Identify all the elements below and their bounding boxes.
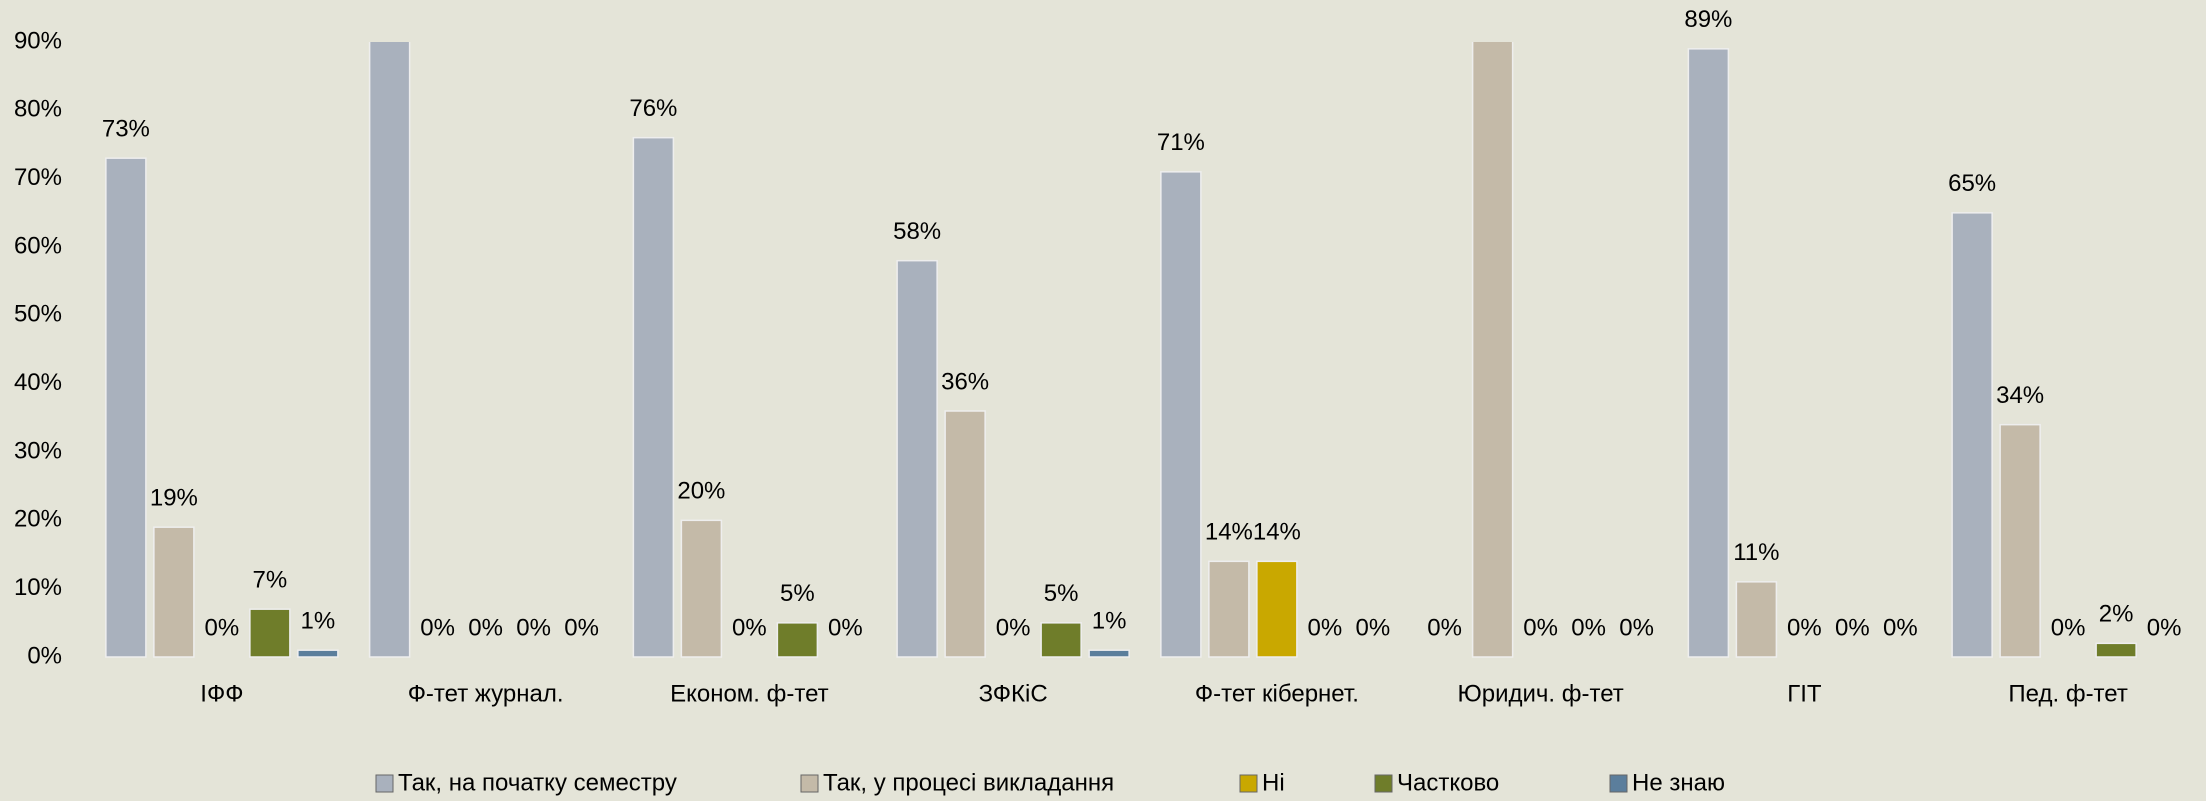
y-tick-label: 60% — [14, 232, 62, 259]
bar — [896, 259, 938, 658]
legend-swatch — [800, 774, 819, 793]
data-label: 0% — [1883, 614, 1918, 641]
bar — [2095, 642, 2137, 658]
data-label: 0% — [1356, 614, 1391, 641]
y-tick-label: 70% — [14, 164, 62, 191]
legend-swatch — [1374, 774, 1393, 793]
bar — [1951, 212, 1993, 658]
data-label: 0% — [1308, 614, 1343, 641]
data-label: 0% — [1571, 614, 1606, 641]
bar — [1999, 423, 2041, 658]
bar — [249, 608, 291, 658]
data-label: 19% — [150, 485, 198, 512]
y-tick-label: 80% — [14, 96, 62, 123]
data-label: 71% — [1157, 129, 1205, 156]
data-label: 20% — [677, 478, 725, 505]
data-label: 0% — [1835, 614, 1870, 641]
x-tick-label: ЗФКіС — [979, 680, 1048, 707]
data-label: 0% — [1427, 614, 1462, 641]
y-tick-label: 50% — [14, 301, 62, 328]
data-label: 14% — [1205, 519, 1253, 546]
legend-swatch — [375, 774, 394, 793]
data-label: 1% — [1092, 608, 1127, 635]
data-label: 0% — [564, 614, 599, 641]
legend-label: Так, на початку семестру — [398, 769, 677, 796]
bar — [632, 136, 675, 658]
x-tick-label: Економ. ф-тет — [670, 680, 829, 707]
bar — [680, 519, 723, 658]
x-tick-label: ГІТ — [1787, 680, 1822, 707]
bar — [105, 157, 147, 658]
y-tick-label: 20% — [14, 506, 62, 533]
x-tick-label: Пед. ф-тет — [2008, 680, 2127, 707]
legend-swatch — [1239, 774, 1258, 793]
legend-label: Не знаю — [1632, 769, 1725, 796]
legend-swatch — [1609, 774, 1628, 793]
x-tick-label: Ф-тет журнал. — [408, 680, 564, 707]
y-tick-label: 90% — [14, 27, 62, 54]
bar — [368, 42, 411, 658]
data-label: 0% — [2051, 614, 2086, 641]
bar — [944, 410, 986, 658]
plot-area — [105, 42, 2137, 658]
y-tick-label: 10% — [14, 574, 62, 601]
data-label: 0% — [1619, 614, 1654, 641]
data-label: 1% — [301, 608, 336, 635]
data-label: 0% — [205, 614, 240, 641]
bar — [1687, 48, 1730, 658]
data-label: 5% — [1044, 580, 1079, 607]
data-label: 0% — [1787, 614, 1822, 641]
bar — [1256, 560, 1298, 658]
data-label: 0% — [1523, 614, 1558, 641]
legend-label: Ні — [1262, 769, 1285, 796]
data-label: 14% — [1253, 519, 1301, 546]
data-label: 11% — [1733, 539, 1779, 566]
data-label: 5% — [780, 580, 815, 607]
data-label: 0% — [2147, 614, 2182, 641]
data-label: 0% — [996, 614, 1031, 641]
bar — [1208, 560, 1250, 658]
data-label: 0% — [732, 614, 767, 641]
y-tick-label: 40% — [14, 369, 62, 396]
bar — [1735, 581, 1778, 658]
x-tick-label: Ф-тет кібернет. — [1195, 680, 1359, 707]
bar — [153, 526, 195, 658]
data-label: 0% — [516, 614, 551, 641]
bar — [1088, 649, 1130, 658]
data-label: 7% — [253, 567, 288, 594]
bar — [1471, 42, 1514, 658]
data-label: 89% — [1684, 6, 1732, 33]
data-label: 76% — [629, 95, 677, 122]
data-label: 58% — [893, 218, 941, 245]
x-tick-label: ІФФ — [200, 680, 243, 707]
y-tick-label: 0% — [27, 642, 62, 669]
bar — [297, 649, 339, 658]
data-label: 2% — [2099, 601, 2134, 628]
bar — [1040, 622, 1082, 658]
data-label: 0% — [468, 614, 503, 641]
x-tick-label: Юридич. ф-тет — [1457, 680, 1623, 707]
bar — [1160, 171, 1202, 658]
data-label: 0% — [420, 614, 455, 641]
data-label: 65% — [1948, 170, 1996, 197]
data-label: 73% — [102, 116, 150, 143]
legend-label: Частково — [1397, 769, 1499, 796]
y-tick-label: 30% — [14, 437, 62, 464]
legend-label: Так, у процесі викладання — [823, 769, 1114, 796]
data-label: 36% — [941, 368, 989, 395]
data-label: 34% — [1996, 382, 2044, 409]
bar — [776, 622, 819, 658]
data-label: 0% — [828, 614, 863, 641]
